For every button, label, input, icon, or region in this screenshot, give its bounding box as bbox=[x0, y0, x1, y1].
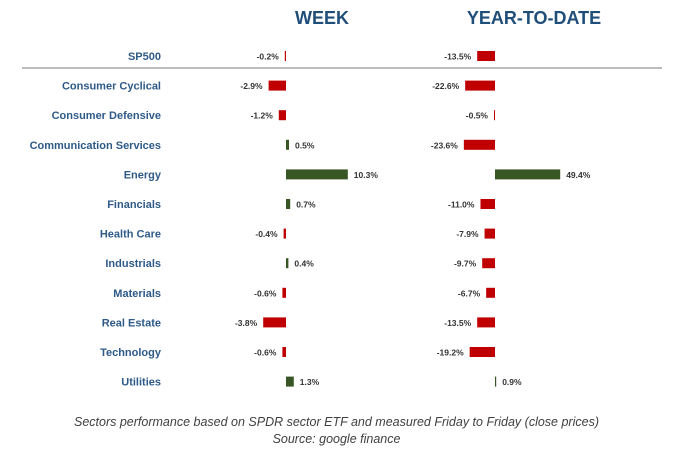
ytd-column-title: YEAR-TO-DATE bbox=[467, 8, 601, 28]
chart-rows: SP500 -0.2% -13.5% Consumer Cyclical -2.9% -2… bbox=[30, 51, 591, 389]
week-bar bbox=[282, 287, 286, 298]
ytd-bar bbox=[469, 347, 495, 357]
week-value-label: 0.5% bbox=[295, 140, 315, 150]
ytd-value-label: -0.5% bbox=[466, 111, 489, 121]
week-value-label: -0.2% bbox=[257, 52, 280, 62]
week-bar bbox=[286, 169, 348, 180]
ytd-value-label: -13.5% bbox=[444, 52, 471, 62]
category-label: Consumer Cyclical bbox=[62, 81, 161, 93]
chart-caption: Sectors performance based on SPDR sector… bbox=[0, 414, 673, 448]
week-value-label: 0.7% bbox=[296, 200, 316, 210]
ytd-value-label: 49.4% bbox=[566, 170, 591, 180]
ytd-bar bbox=[480, 199, 495, 209]
week-value-label: -3.8% bbox=[235, 318, 258, 328]
category-label: Financials bbox=[107, 199, 161, 211]
week-bar bbox=[286, 139, 289, 150]
category-label: Communication Services bbox=[30, 140, 161, 152]
caption-source: Source: google finance bbox=[272, 432, 401, 446]
category-label: Health Care bbox=[100, 229, 161, 241]
category-label: Materials bbox=[113, 288, 161, 300]
ytd-bar bbox=[477, 317, 495, 328]
category-label: Energy bbox=[124, 169, 162, 181]
ytd-bar bbox=[495, 169, 561, 180]
ytd-bar bbox=[484, 228, 495, 239]
ytd-value-label: -9.7% bbox=[454, 259, 477, 269]
week-value-label: 1.3% bbox=[300, 377, 320, 387]
week-value-label: -0.4% bbox=[255, 229, 278, 239]
week-column-title: WEEK bbox=[295, 8, 349, 28]
week-bar bbox=[286, 258, 289, 269]
week-value-label: -0.6% bbox=[254, 288, 277, 298]
sector-performance-chart: WEEK YEAR-TO-DATE SP500 -0.2% -13.5% Consum… bbox=[22, 8, 662, 389]
ytd-value-label: 0.9% bbox=[502, 377, 522, 387]
week-bar bbox=[286, 376, 294, 387]
ytd-bar bbox=[486, 287, 495, 298]
week-bar bbox=[282, 347, 286, 357]
ytd-bar bbox=[495, 376, 497, 387]
week-bar bbox=[263, 317, 286, 328]
week-value-label: 0.4% bbox=[294, 259, 314, 269]
ytd-bar bbox=[494, 110, 495, 121]
ytd-value-label: -13.5% bbox=[444, 318, 471, 328]
caption-description: Sectors performance based on SPDR sector… bbox=[74, 415, 599, 429]
ytd-value-label: -7.9% bbox=[456, 229, 479, 239]
ytd-value-label: -19.2% bbox=[437, 348, 464, 358]
week-value-label: -2.9% bbox=[240, 81, 263, 91]
week-value-label: -1.2% bbox=[251, 111, 274, 121]
week-bar bbox=[268, 80, 286, 91]
category-label: Industrials bbox=[105, 258, 161, 270]
category-label: Technology bbox=[100, 347, 162, 359]
category-label: Real Estate bbox=[102, 317, 161, 329]
ytd-bar bbox=[465, 80, 495, 91]
ytd-bar bbox=[482, 258, 495, 269]
category-label: SP500 bbox=[128, 51, 161, 63]
week-value-label: -0.6% bbox=[254, 348, 277, 358]
category-label: Utilities bbox=[121, 377, 161, 389]
week-value-label: 10.3% bbox=[354, 170, 379, 180]
ytd-bar bbox=[477, 51, 495, 61]
category-label: Consumer Defensive bbox=[52, 110, 161, 122]
week-bar bbox=[283, 228, 286, 239]
ytd-value-label: -22.6% bbox=[432, 81, 459, 91]
week-bar bbox=[284, 51, 286, 61]
ytd-value-label: -6.7% bbox=[458, 288, 481, 298]
week-bar bbox=[286, 199, 291, 209]
ytd-bar bbox=[463, 139, 495, 150]
ytd-value-label: -23.6% bbox=[431, 140, 458, 150]
week-bar bbox=[278, 110, 286, 121]
ytd-value-label: -11.0% bbox=[448, 200, 475, 210]
